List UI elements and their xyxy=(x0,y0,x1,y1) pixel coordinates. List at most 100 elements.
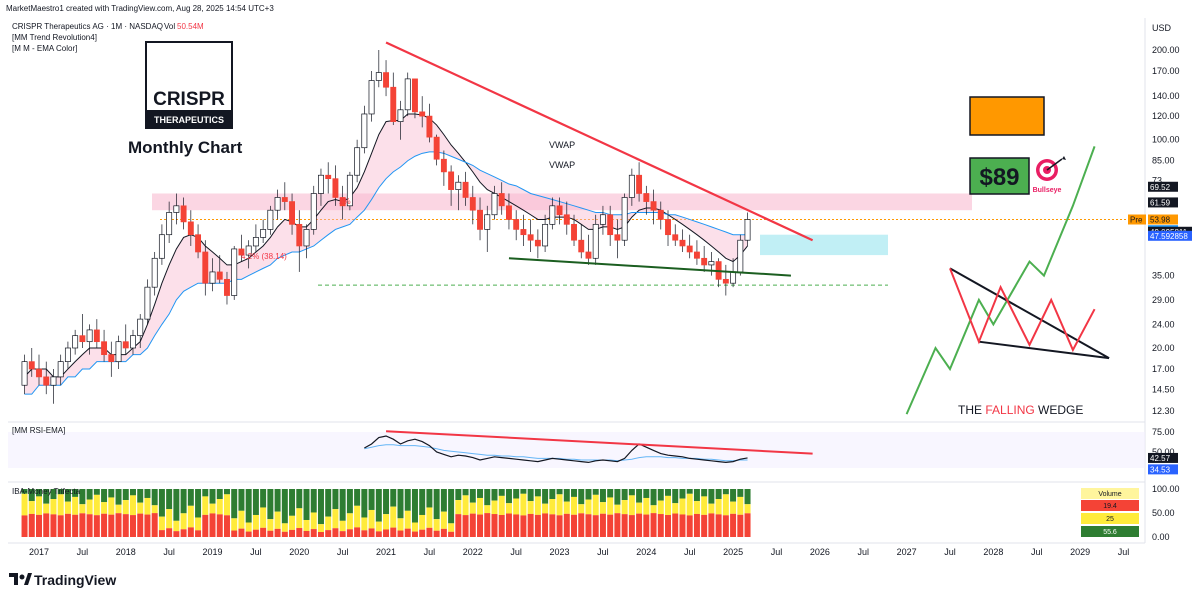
time-tick: Jul xyxy=(944,547,956,557)
trifecta-yellow xyxy=(520,493,527,516)
candle xyxy=(534,229,541,259)
trifecta-bar xyxy=(28,489,35,537)
trifecta-bar xyxy=(505,489,512,537)
trifecta-bar xyxy=(491,489,498,537)
price-axis[interactable]: USD 200.00 170.00 140.00 120.00 100.00 85.00 7… xyxy=(1128,23,1192,416)
trifecta-green xyxy=(556,489,563,495)
resistance-trendline xyxy=(385,41,814,242)
trifecta-green xyxy=(325,489,332,517)
trifecta-red xyxy=(505,513,512,537)
trifecta-yellow xyxy=(643,497,650,515)
candle-body xyxy=(426,115,433,138)
rsi-line xyxy=(364,435,748,464)
indicator-trend-revolution[interactable]: [MM Trend Revolution4] xyxy=(12,33,97,42)
trifecta-bar xyxy=(187,489,194,537)
candle xyxy=(231,245,238,300)
trifecta-tick: 100.00 xyxy=(1152,484,1180,494)
trifecta-bar xyxy=(448,489,455,537)
trifecta-yellow xyxy=(599,502,606,514)
time-axis[interactable]: 2017 Jul 2018 Jul 2019 Jul 2020 Jul 2021 Jul 2022 J… xyxy=(29,547,1129,557)
trifecta-green xyxy=(346,489,353,514)
trifecta-bar xyxy=(166,489,173,537)
trifecta-yellow xyxy=(744,504,751,514)
candle-body xyxy=(440,158,447,173)
trifecta-red xyxy=(245,531,252,537)
candle xyxy=(462,171,469,206)
candle xyxy=(513,210,520,241)
candle-body xyxy=(397,109,404,122)
trifecta-green xyxy=(252,489,259,515)
trifecta-red xyxy=(534,514,541,537)
trifecta-red xyxy=(317,531,324,537)
candle xyxy=(216,255,223,284)
trifecta-panel: 100.00 50.00 0.00 xyxy=(21,484,1180,542)
candle xyxy=(36,354,42,386)
trifecta-yellow xyxy=(397,518,404,531)
candle xyxy=(643,185,650,215)
trifecta-red xyxy=(187,527,194,537)
candle xyxy=(115,335,122,370)
trifecta-bar xyxy=(484,489,491,537)
trifecta-panel-title[interactable]: IBA-Money Trifecta xyxy=(12,487,81,496)
trifecta-bar xyxy=(542,489,549,537)
candle-body xyxy=(419,111,426,117)
symbol-title[interactable]: CRISPR Therapeutics AG · 1M · NASDAQ xyxy=(12,22,163,31)
trifecta-bar xyxy=(693,489,700,537)
trifecta-green xyxy=(491,489,498,501)
trifecta-yellow xyxy=(245,522,252,532)
trifecta-red xyxy=(93,515,100,537)
candle xyxy=(621,193,628,246)
trifecta-bar xyxy=(303,489,310,537)
trifecta-red xyxy=(411,531,418,537)
price-tick: 35.00 xyxy=(1152,271,1175,281)
candle-body xyxy=(744,219,751,241)
trifecta-bar xyxy=(158,489,165,537)
trifecta-red xyxy=(701,514,708,537)
ema-band-fill xyxy=(24,113,748,395)
candle-body xyxy=(571,223,577,241)
trifecta-green xyxy=(614,489,621,505)
trifecta-yellow xyxy=(628,495,635,516)
price-badge-text: 69.52 xyxy=(1150,183,1171,192)
tradingview-logo[interactable]: TradingView xyxy=(9,572,116,588)
trifecta-yellow xyxy=(303,519,310,531)
trifecta-green xyxy=(238,489,245,511)
trifecta-yellow xyxy=(361,517,368,531)
candle-body xyxy=(224,278,230,296)
trifecta-green xyxy=(744,489,751,505)
candle-body xyxy=(57,361,64,378)
time-tick: 2017 xyxy=(29,547,49,557)
candle-body xyxy=(614,234,621,241)
trifecta-red xyxy=(21,515,28,537)
time-tick: 2020 xyxy=(289,547,309,557)
candle-body xyxy=(108,354,115,362)
chart-subtitle: Monthly Chart xyxy=(128,138,243,157)
trifecta-yellow xyxy=(411,522,418,532)
trifecta-yellow xyxy=(614,504,621,514)
candle xyxy=(556,197,563,225)
candle-body xyxy=(310,193,317,230)
trifecta-bar xyxy=(289,489,296,537)
trifecta-green xyxy=(289,489,296,516)
trifecta-green xyxy=(43,489,50,504)
trifecta-yellow xyxy=(108,497,115,515)
trifecta-red xyxy=(209,513,216,537)
volume-legend-title: Volume xyxy=(1098,491,1121,498)
trifecta-green xyxy=(513,489,520,499)
trifecta-green xyxy=(440,489,447,512)
trifecta-red xyxy=(129,515,136,537)
price-tick: 170.00 xyxy=(1152,66,1180,76)
trifecta-bar xyxy=(556,489,563,537)
trifecta-green xyxy=(621,489,628,501)
candle-body xyxy=(144,286,151,320)
trifecta-green xyxy=(122,489,129,501)
trifecta-yellow xyxy=(50,499,57,515)
rsi-panel-title[interactable]: [MM RSI-EMA] xyxy=(12,426,65,435)
trifecta-green xyxy=(72,489,79,497)
trifecta-yellow xyxy=(578,504,585,514)
candle xyxy=(686,234,693,259)
indicator-ema-color[interactable]: [M M - EMA Color] xyxy=(12,44,77,53)
trifecta-red xyxy=(101,513,108,537)
trifecta-red xyxy=(643,514,650,537)
